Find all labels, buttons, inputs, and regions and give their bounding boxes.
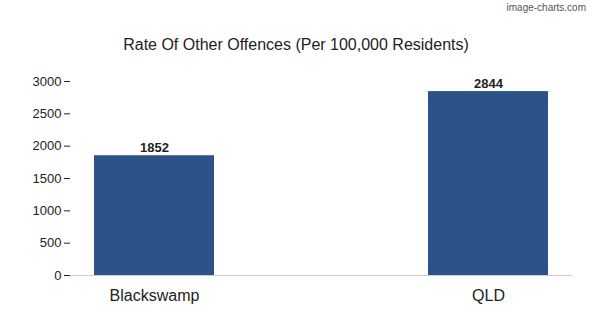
- html-text:Rate Of Other Offences (Per 10: Rate Of Other Offences (Per 100,000 Resi…: [123, 36, 469, 53]
- svg-text:1000: 1000: [33, 203, 62, 218]
- svg-text:1852: 1852: [140, 140, 169, 155]
- html-text:image-charts.com: image-charts.com: [506, 2, 586, 13]
- svg-text:2844: 2844: [474, 76, 504, 91]
- svg-text:3000: 3000: [33, 74, 62, 89]
- svg-text:Blackswamp: Blackswamp: [110, 287, 200, 304]
- svg-text:500: 500: [40, 235, 62, 250]
- svg-text:2000: 2000: [33, 138, 62, 153]
- svg-text:2500: 2500: [33, 106, 62, 121]
- svg-text:QLD: QLD: [472, 287, 505, 304]
- svg-text:1500: 1500: [33, 171, 62, 186]
- svg-text:0: 0: [54, 268, 61, 283]
